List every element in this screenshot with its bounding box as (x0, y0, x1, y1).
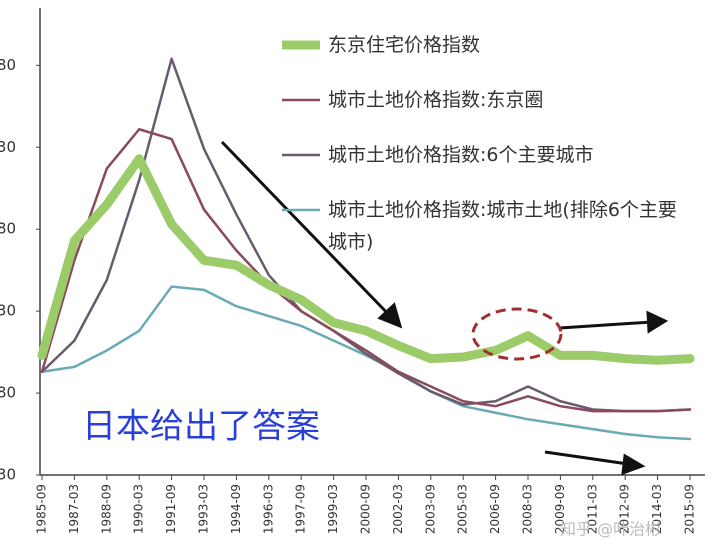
x-tick-label: 1991-09 (164, 484, 178, 534)
series-line (37, 154, 695, 365)
x-tick-label: 1993-03 (197, 484, 211, 534)
x-tick-label: 2012-09 (618, 484, 632, 534)
x-tick-label: 2003-09 (423, 484, 437, 534)
x-tick-label: 1988-09 (99, 484, 113, 534)
x-tick-label: 2015-09 (683, 484, 697, 534)
x-tick-label: 2006-09 (488, 484, 502, 534)
highlight-ellipse (471, 307, 563, 361)
x-tick-label: 1990-03 (132, 484, 146, 534)
watermark: 知乎 @叶治彬 (560, 520, 661, 539)
y-tick-label: 230 (0, 138, 16, 156)
legend-label: 城市土地价格指数:东京圈 (328, 89, 544, 111)
x-tick-label: 2009-09 (553, 484, 567, 534)
x-tick-label: 2002-03 (391, 484, 405, 534)
x-tick-label: 2014-03 (650, 484, 664, 534)
x-tick-label: 1996-03 (261, 484, 275, 534)
x-tick-label: 2011-03 (585, 484, 599, 534)
x-tick-label: 1985-09 (35, 484, 49, 534)
legend-label: 东京住宅价格指数 (328, 34, 481, 56)
y-tick-label: 30 (0, 466, 16, 484)
series-line (40, 57, 692, 413)
x-tick-label: 1999-03 (326, 484, 340, 534)
y-tick-label: 180 (0, 220, 16, 238)
x-tick-label: 1997-09 (294, 484, 308, 534)
legend-label: 城市土地价格指数:城市土地(排除6个主要城市) (328, 199, 677, 253)
y-tick-label: 130 (0, 302, 16, 320)
x-tick-label: 1987-03 (67, 484, 81, 534)
y-tick-label: 280 (0, 56, 16, 74)
y-tick-label: 80 (0, 384, 16, 402)
x-tick-label: 2008-03 (521, 484, 535, 534)
x-tick-label: 2005-03 (456, 484, 470, 534)
annotation: 日本给出了答案 (82, 407, 320, 447)
x-tick-label: 2000-09 (359, 484, 373, 534)
x-tick-label: 1994-09 (229, 484, 243, 534)
series-line (40, 128, 692, 413)
series-line (40, 285, 692, 441)
arrows (220, 140, 669, 476)
legend-label: 城市土地价格指数:6个主要城市 (328, 144, 594, 166)
